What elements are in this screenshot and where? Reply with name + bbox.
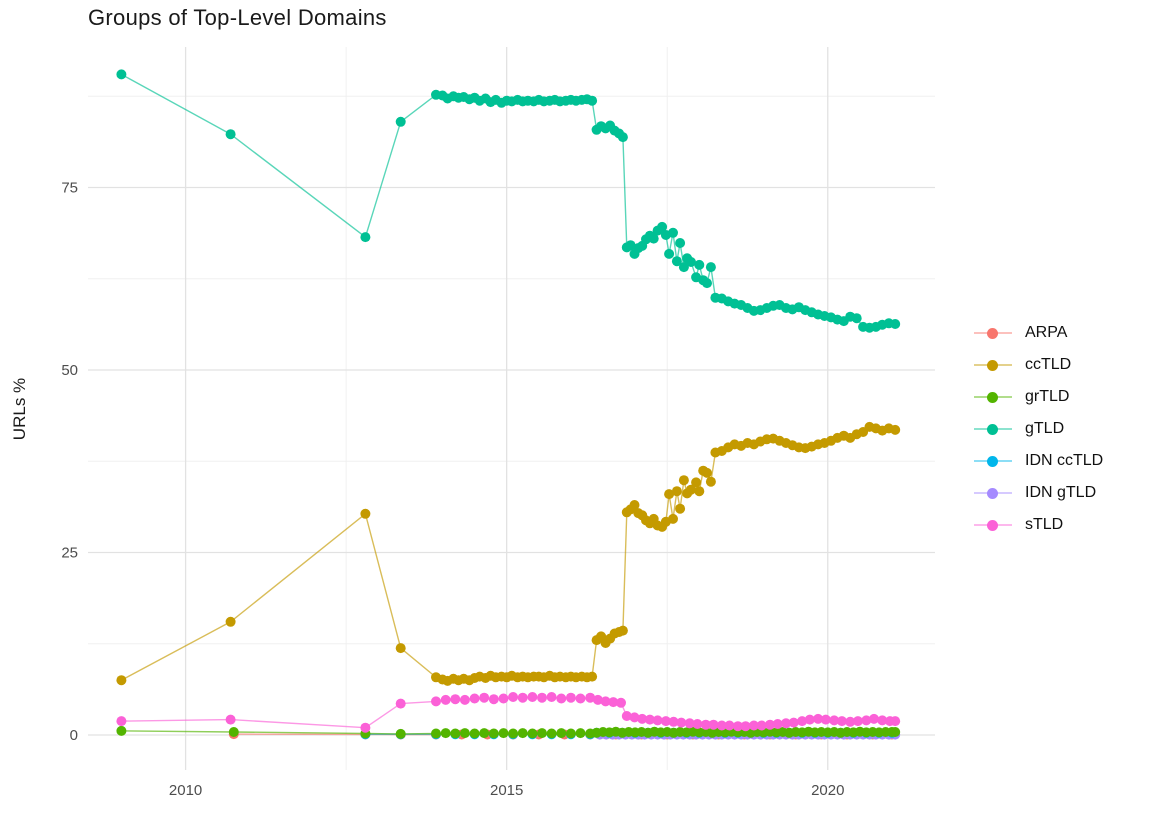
legend-label: ccTLD <box>1025 356 1072 373</box>
legend-key-icon <box>974 487 1012 500</box>
legend-key-icon <box>974 423 1012 436</box>
legend-key-icon <box>974 519 1012 532</box>
legend-label: sTLD <box>1025 516 1064 533</box>
legend-item-grtld: grTLD <box>974 381 1103 413</box>
legend-key-icon <box>974 391 1012 404</box>
legend-label: grTLD <box>1025 388 1070 405</box>
legend-label: gTLD <box>1025 420 1065 437</box>
y-tick-label: 50 <box>61 362 78 379</box>
legend: ARPA ccTLD grTLD gTLD IDN ccTLD IDN gTLD sTLD <box>974 317 1103 541</box>
axis-tick-labels: 2010 2015 2020 0 25 50 75 <box>61 180 844 799</box>
y-tick-label: 25 <box>61 544 78 561</box>
series-grtld <box>116 725 901 739</box>
legend-label: IDN ccTLD <box>1025 452 1104 469</box>
x-tick-label: 2020 <box>811 782 844 799</box>
chart-title: Groups of Top-Level Domains <box>88 5 387 30</box>
legend-key-icon <box>974 327 1012 340</box>
series-gtld <box>116 69 901 333</box>
y-axis-title: URLs % <box>10 377 29 441</box>
legend-key-icon <box>974 455 1012 468</box>
legend-item-arpa: ARPA <box>974 317 1103 349</box>
legend-item-idn-gtld: IDN gTLD <box>974 477 1103 509</box>
legend-item-cctld: ccTLD <box>974 349 1103 381</box>
x-tick-label: 2015 <box>490 782 523 799</box>
legend-item-idn-cctld: IDN ccTLD <box>974 445 1103 477</box>
legend-key-icon <box>974 359 1012 372</box>
legend-item-stld: sTLD <box>974 509 1103 541</box>
series-cctld <box>116 421 901 686</box>
series-stld <box>116 692 901 733</box>
legend-item-gtld: gTLD <box>974 413 1103 445</box>
legend-label: IDN gTLD <box>1025 484 1097 501</box>
y-tick-label: 0 <box>70 727 78 744</box>
gridlines <box>88 47 935 770</box>
y-tick-label: 75 <box>61 180 78 197</box>
x-tick-label: 2010 <box>169 782 202 799</box>
legend-label: ARPA <box>1025 324 1068 341</box>
